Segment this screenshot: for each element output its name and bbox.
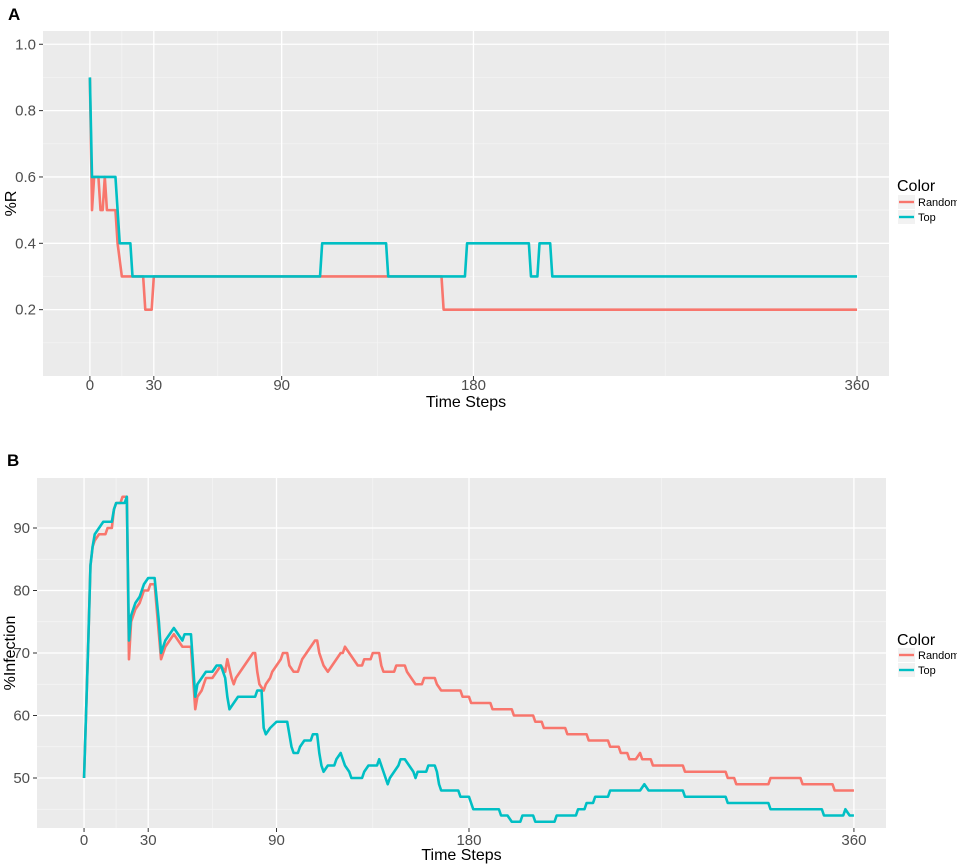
panel-label: B: [7, 451, 19, 470]
x-tick-label: 0: [80, 832, 88, 849]
x-tick-label: 180: [456, 832, 481, 849]
y-tick-label: 0.8: [15, 103, 36, 120]
legend-label-random: Random: [918, 650, 957, 662]
x-axis-title: Time Steps: [421, 847, 501, 864]
y-tick-label: 50: [13, 770, 30, 787]
y-tick-label: 90: [13, 520, 30, 537]
legend-label-top: Top: [918, 212, 936, 224]
x-tick-label: 90: [273, 377, 290, 394]
plot-background: [43, 31, 889, 376]
y-axis-title: %Infection: [2, 616, 19, 691]
legend-label-random: Random: [918, 197, 957, 209]
x-tick-label: 180: [461, 377, 486, 394]
x-axis-title: Time Steps: [426, 394, 506, 411]
legend-title: Color: [897, 178, 936, 195]
panel-a: A 0.2 0.4 0.6 0.8 1.0 0 30 90 180 360 Time Steps %R C…: [3, 5, 957, 411]
panel-label: A: [8, 5, 20, 24]
y-tick-label: 0.4: [15, 235, 36, 252]
legend-title: Color: [897, 632, 936, 649]
x-tick-label: 90: [268, 832, 285, 849]
x-tick-label: 30: [145, 377, 162, 394]
x-tick-label: 360: [841, 832, 866, 849]
y-tick-label: 70: [13, 645, 30, 662]
y-tick-label: 60: [13, 708, 30, 725]
series-lines: [82, 495, 854, 824]
x-tick-label: 30: [140, 832, 157, 849]
x-tick-label: 0: [86, 377, 94, 394]
series-lines: [88, 77, 858, 311]
y-tick-label: 1.0: [15, 36, 36, 53]
y-axis-title: %R: [3, 191, 20, 217]
x-tick-label: 360: [845, 377, 870, 394]
legend-label-top: Top: [918, 665, 936, 677]
y-tick-label: 0.2: [15, 302, 36, 319]
legend: Color Random Top: [897, 178, 957, 224]
series-line-top: [88, 77, 858, 278]
series-line-top: [82, 495, 854, 824]
y-tick-label: 80: [13, 583, 30, 600]
panel-b: B 50 60 70 80 90 0 30 90 180 360 Time Steps %Infecti…: [2, 451, 957, 864]
y-tick-label: 0.6: [15, 169, 36, 186]
